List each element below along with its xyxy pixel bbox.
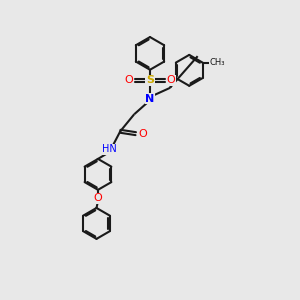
Text: S: S [146, 75, 154, 85]
Text: CH₃: CH₃ [210, 58, 225, 67]
Text: O: O [167, 75, 175, 85]
Text: O: O [94, 193, 102, 203]
Text: O: O [138, 129, 147, 139]
Text: O: O [125, 75, 134, 85]
Text: HN: HN [103, 144, 117, 154]
Text: N: N [146, 94, 154, 103]
